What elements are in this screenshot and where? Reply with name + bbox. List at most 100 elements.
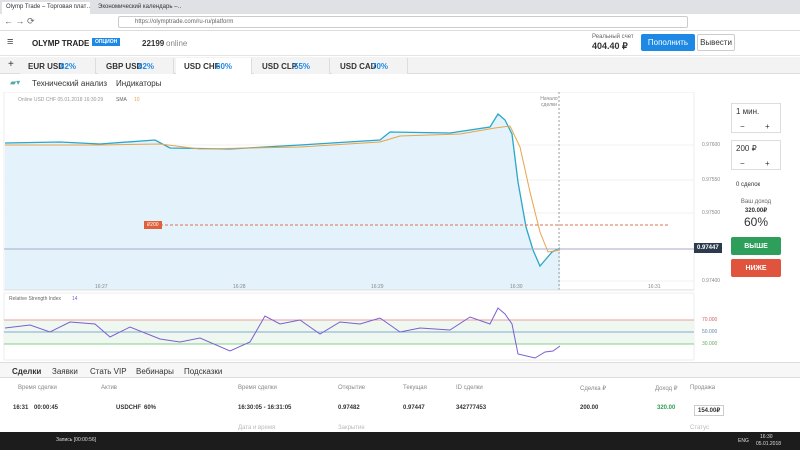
asset-tab[interactable]	[20, 58, 96, 74]
browser-tab[interactable]: Olymp Trade – Торговая плат…	[2, 2, 90, 14]
table-header: Дата и время	[238, 425, 276, 431]
add-asset[interactable]: +	[8, 59, 14, 70]
asset-name: EUR USD	[28, 62, 65, 71]
language: ENG	[738, 438, 749, 444]
table-cell: 342777453	[456, 405, 487, 411]
rsi-level-label: 30.000	[702, 341, 718, 347]
bottom-tab[interactable]: Заявки	[52, 367, 78, 376]
up-button[interactable]: ВЫШЕ	[731, 237, 781, 255]
nav-icons[interactable]: ← → ⟳	[4, 16, 35, 26]
table-cell: 320.00	[657, 405, 676, 411]
table-cell: 00:00:45	[34, 405, 59, 411]
asset-payout: 60%	[216, 62, 233, 71]
table-cell: 16:30:05 - 16:31:05	[238, 405, 292, 411]
duration-field[interactable]: 1 мин.	[731, 103, 781, 133]
balance[interactable]: 404.40 ₽	[592, 41, 628, 51]
asset-tab[interactable]	[98, 58, 174, 74]
table-header: ID сделки	[456, 385, 483, 391]
tab-bar	[0, 0, 800, 14]
time-tick: 16:30	[510, 284, 523, 290]
price-tick: 0.97400	[702, 278, 721, 284]
price-tick: 0.97500	[702, 210, 721, 216]
online-label: online	[166, 39, 188, 48]
table-header: Продажа	[690, 385, 716, 391]
table-cell: 0.97482	[338, 405, 360, 411]
menu-icon[interactable]: ≡	[7, 36, 14, 48]
sma-period: 10	[134, 97, 140, 103]
price-line	[4, 113, 561, 268]
down-button[interactable]: НИЖЕ	[731, 259, 781, 277]
price-tick: 0.97550	[702, 177, 721, 183]
url-field[interactable]: https://olymptrade.com/ru-ru/platform	[118, 16, 688, 28]
withdraw-button[interactable]: Вывести	[697, 34, 735, 51]
asset-payout: 82%	[60, 62, 77, 71]
trades-count: 0 сделок	[736, 182, 761, 188]
bottom-tab-bar	[0, 362, 800, 378]
table-cell: USDCHF	[116, 405, 141, 411]
asset-payout: 82%	[138, 62, 155, 71]
amount-field[interactable]: 200 ₽	[731, 140, 781, 170]
rsi-period: 14	[72, 296, 78, 302]
time-tick: 16:29	[371, 284, 384, 290]
current-price: 0.97447	[694, 243, 722, 253]
indicators-button[interactable]: Индикаторы	[116, 79, 162, 88]
asset-tab[interactable]	[254, 58, 330, 74]
chart-legend: Online USD CHF 05.01.2018 16:30:29	[18, 97, 104, 103]
table-header: Актив	[101, 385, 117, 391]
taskbar	[0, 432, 800, 450]
price-area	[5, 114, 560, 290]
browser-tab[interactable]: Экономический календарь –…	[98, 4, 182, 10]
asset-name: USD CAD	[340, 62, 377, 71]
asset-payout: 70%	[372, 62, 389, 71]
table-header: Сделка ₽	[580, 386, 607, 392]
table-header: Статус	[690, 425, 709, 431]
amount-plus[interactable]: +	[765, 159, 770, 168]
account-label: Реальный счет	[592, 34, 634, 40]
asset-tab[interactable]	[176, 58, 252, 74]
time-tick: 16:27	[95, 284, 108, 290]
online-count: 22199	[142, 39, 165, 48]
table-cell: 16:31	[13, 405, 29, 411]
badge: ОПЦИОН	[92, 38, 121, 46]
rsi-line	[4, 307, 561, 359]
sma-line	[5, 125, 561, 253]
sma-label: SMA	[116, 97, 127, 103]
asset-name: USD CHF	[184, 62, 220, 71]
rsi-level-label: 50.000	[702, 329, 718, 335]
table-header: Время сделки	[18, 385, 57, 391]
address-bar	[0, 14, 800, 31]
clock-date: 05.01.2018	[756, 441, 782, 447]
asset-payout: 55%	[294, 62, 311, 71]
bottom-tab[interactable]: Вебинары	[136, 367, 174, 376]
time-tick: 16:31	[648, 284, 661, 290]
recording[interactable]: Запись [00:00:56]	[56, 437, 97, 443]
bottom-tab[interactable]: Подсказки	[184, 367, 223, 376]
asset-name: GBP USD	[106, 62, 143, 71]
duration-minus[interactable]: −	[740, 122, 745, 131]
table-header: Закрытие	[338, 425, 365, 431]
analysis-button[interactable]: Технический анализ	[32, 79, 107, 88]
bottom-tab[interactable]: Сделки	[12, 367, 42, 376]
table-cell: 60%	[144, 405, 157, 411]
trade-start-label: Начало сделки	[540, 96, 558, 108]
logo[interactable]: OLYMP TRADE	[32, 39, 90, 48]
duration-plus[interactable]: +	[765, 122, 770, 131]
trade-marker[interactable]: ₽200	[144, 221, 162, 229]
rsi-name: Relative Strength Index	[9, 296, 61, 302]
site-header	[0, 31, 800, 56]
table-cell[interactable]: 154.00₽	[694, 405, 725, 416]
asset-tab[interactable]	[332, 58, 408, 74]
clock-time: 16:30	[760, 434, 773, 440]
bottom-tab[interactable]: Стать VIP	[90, 367, 127, 376]
deposit-button[interactable]: Пополнить	[641, 34, 695, 51]
table-header: Время сделки	[238, 385, 277, 391]
chart-type[interactable]: ▰▾	[10, 78, 21, 87]
income-value: 320.00₽	[744, 208, 768, 214]
amount-minus[interactable]: −	[740, 159, 745, 168]
table-cell: 200.00	[580, 405, 599, 411]
table-header: Доход ₽	[655, 386, 678, 392]
table-cell: 0.97447	[403, 405, 425, 411]
time-tick: 16:28	[233, 284, 246, 290]
asset-name: USD CLP	[262, 62, 298, 71]
